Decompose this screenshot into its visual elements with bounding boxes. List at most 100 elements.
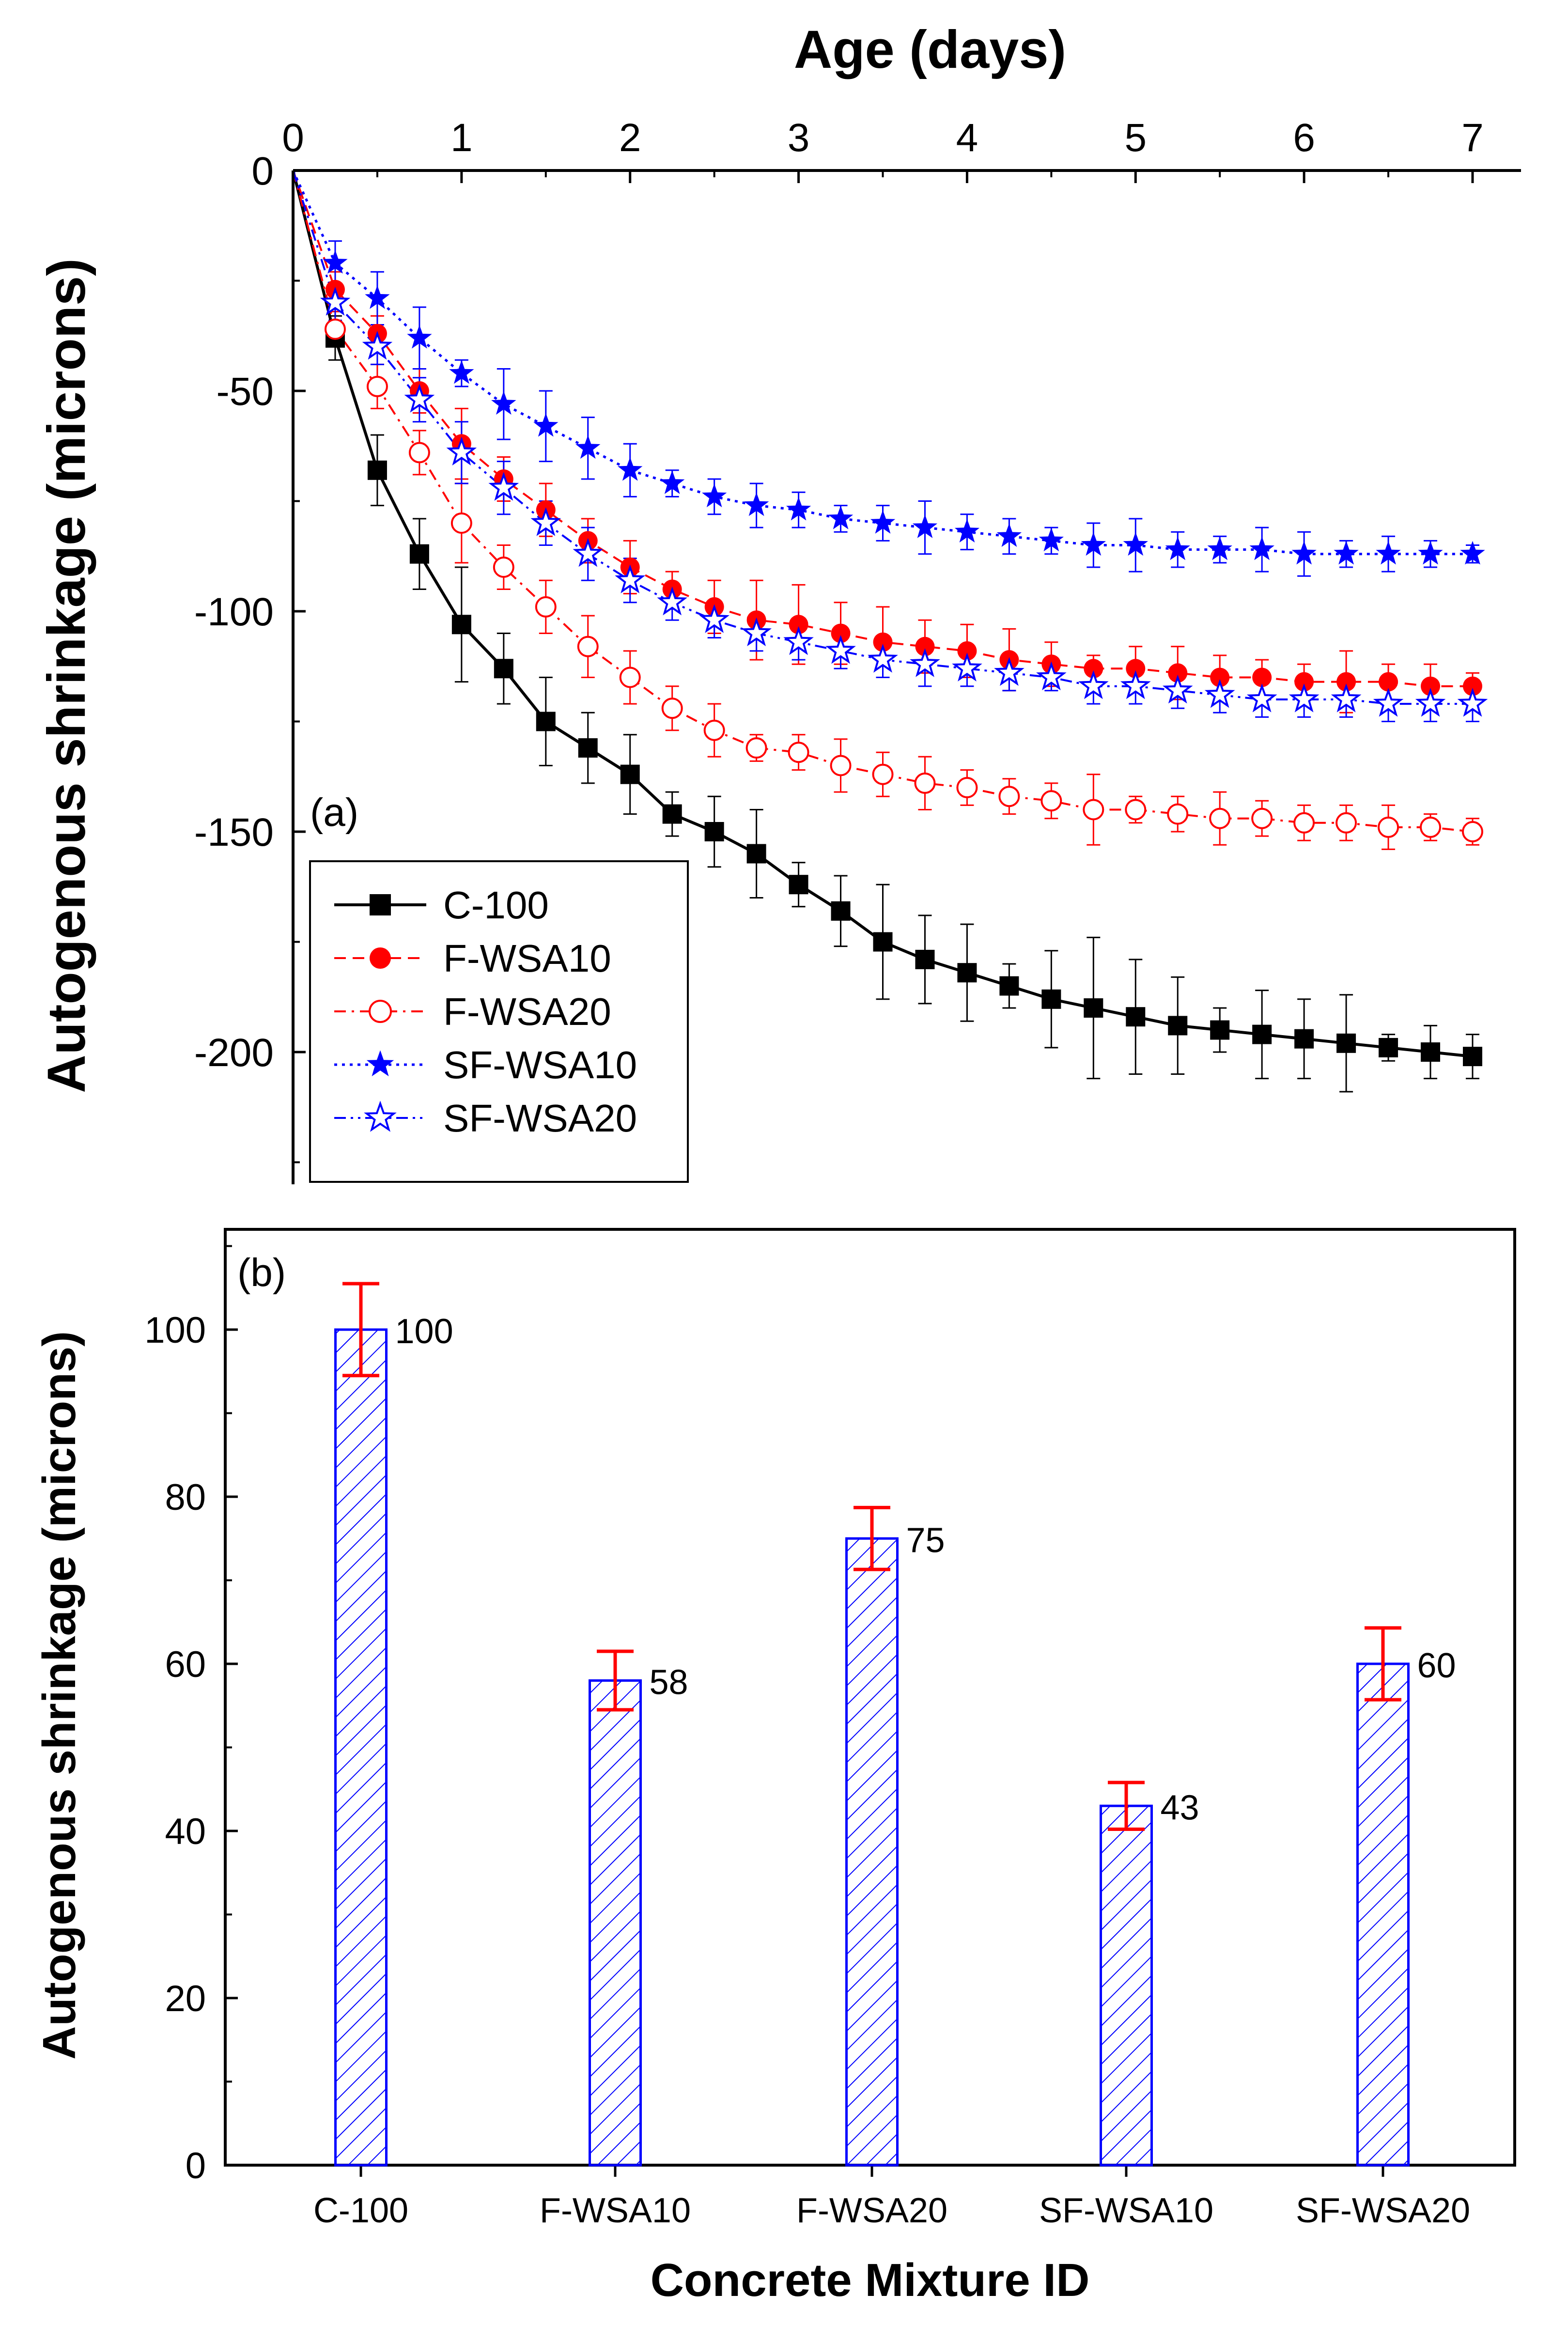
data-point	[1120, 670, 1151, 699]
data-point	[915, 949, 935, 969]
data-point	[1463, 676, 1482, 696]
data-point	[1336, 1033, 1356, 1053]
data-point	[661, 698, 683, 719]
data-point	[1123, 532, 1148, 556]
legend-label: SF-WSA10	[443, 1043, 637, 1086]
data-point	[1379, 672, 1398, 692]
data-point	[741, 617, 772, 647]
data-point	[1462, 821, 1483, 842]
data-point	[491, 391, 516, 415]
data-point	[1041, 989, 1061, 1009]
legend-label: F-WSA20	[443, 990, 611, 1033]
data-point	[868, 644, 898, 673]
legend-marker	[364, 1100, 397, 1132]
data-point	[615, 564, 646, 593]
error-bars	[342, 1282, 1401, 1831]
bar	[1100, 1804, 1153, 2167]
data-point	[618, 457, 643, 481]
data-point	[1039, 527, 1064, 552]
data-label: 75	[906, 1521, 945, 1560]
data-label: 60	[1417, 1646, 1456, 1685]
data-label: 43	[1161, 1788, 1199, 1827]
data-point	[996, 523, 1022, 547]
bar	[589, 1679, 642, 2167]
data-point	[1252, 1024, 1272, 1044]
line-chart-panel: 0 1 2 3 4 5 6 7 0 -50 -100 -150 -200 Age (days) Auto…	[37, 20, 1521, 1184]
data-point	[952, 652, 982, 682]
legend-marker	[369, 1000, 392, 1023]
legend: C-100 F-WSA10 F-WSA20 SF-WSA10 SF-WSA20	[309, 860, 689, 1183]
y-tick-label: 0	[251, 149, 274, 193]
x-axis-title: Concrete Mixture ID	[651, 2254, 1090, 2306]
data-point	[1334, 541, 1359, 565]
y-tick-label: 100	[144, 1310, 206, 1351]
data-point	[323, 250, 348, 274]
data-point	[1036, 661, 1067, 691]
data-label: 100	[395, 1312, 453, 1351]
data-point	[408, 442, 430, 464]
x-tick-label: C-100	[313, 2191, 408, 2230]
data-point	[1125, 799, 1147, 821]
data-point	[746, 844, 766, 864]
data-point	[407, 325, 432, 349]
x-tick-label: 5	[1124, 116, 1147, 160]
data-point	[620, 764, 640, 784]
data-point	[362, 331, 393, 360]
data-point	[915, 636, 935, 656]
data-point	[1204, 679, 1235, 708]
data-point	[449, 360, 474, 384]
bar-chart-panel: 0 20 40 60 80 100 C-100 F-WSA10 F-WSA20 SF-WSA10 S…	[33, 1228, 1516, 2306]
data-point	[1165, 536, 1190, 560]
data-point	[1168, 663, 1188, 683]
data-point	[1210, 667, 1230, 687]
bars	[334, 1328, 1410, 2167]
data-point	[1463, 1047, 1482, 1067]
x-tick-label: 0	[282, 116, 304, 160]
data-point	[1457, 688, 1488, 717]
data-point	[831, 623, 851, 643]
data-point	[703, 719, 725, 741]
data-point	[957, 641, 977, 661]
x-tick-label: SF-WSA10	[1039, 2191, 1213, 2230]
legend-label: F-WSA10	[443, 937, 611, 980]
data-point	[450, 512, 472, 534]
data-point	[530, 507, 561, 536]
x-tick-label: SF-WSA20	[1296, 2191, 1470, 2230]
series-line	[292, 170, 1473, 833]
data-point	[998, 786, 1020, 807]
y-tick-label: 80	[165, 1477, 206, 1518]
x-tick-label: 1	[450, 116, 473, 160]
data-point	[1336, 672, 1356, 692]
data-point	[1209, 807, 1231, 829]
data-point	[1162, 674, 1193, 704]
y-tick-label: 60	[165, 1644, 206, 1685]
y-tick-label: -150	[194, 810, 274, 854]
data-point	[914, 772, 936, 794]
x-tick-label: F-WSA10	[540, 2191, 691, 2230]
data-point	[956, 777, 978, 798]
axis-ticks: 0 20 40 60 80 100 C-100 F-WSA10 F-WSA20 SF-WSA10 S…	[144, 1245, 1470, 2230]
data-point	[1376, 541, 1401, 565]
data-point	[912, 514, 938, 538]
series-markers	[320, 250, 1488, 1067]
data-point	[1084, 998, 1103, 1018]
data-point	[577, 636, 599, 657]
x-tick-label: 3	[788, 116, 810, 160]
data-point	[825, 635, 856, 664]
data-point	[1418, 541, 1443, 565]
bar	[334, 1328, 388, 2167]
data-point	[1421, 676, 1441, 696]
data-point	[828, 505, 854, 529]
data-point	[1083, 799, 1104, 821]
data-point	[575, 435, 601, 459]
data-point	[1251, 807, 1273, 829]
data-labels: 100 58 75 43 60	[395, 1312, 1456, 1827]
y-tick-label: 0	[186, 2145, 206, 2186]
data-point	[1421, 1042, 1441, 1062]
data-point	[1378, 816, 1399, 838]
data-point	[1126, 659, 1146, 679]
data-point	[873, 632, 893, 652]
data-point	[954, 519, 980, 542]
data-point	[1081, 532, 1106, 556]
y-tick-label: 20	[165, 1978, 206, 2019]
